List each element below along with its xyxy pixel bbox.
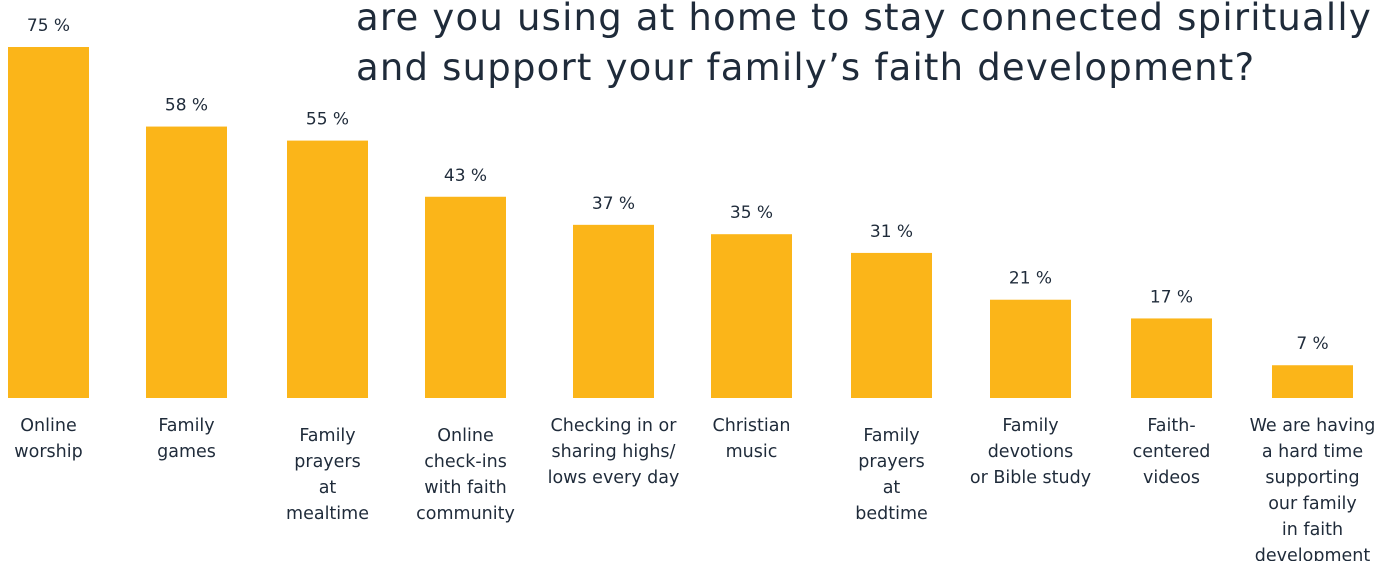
bar <box>425 196 506 398</box>
bar-value-label: 58 % <box>165 96 208 116</box>
bar <box>1272 365 1353 398</box>
bar <box>287 140 368 398</box>
category-label: Family prayers at mealtime <box>286 426 369 524</box>
chart-title-line: are you using at home to stay connected … <box>356 0 1372 39</box>
category-label-line: or Bible study <box>970 468 1091 488</box>
chart-title: are you using at home to stay connected … <box>356 0 1372 89</box>
bar <box>146 126 227 398</box>
category-label-line: check-ins <box>424 452 507 472</box>
category-label-line: prayers <box>294 452 360 472</box>
category-label: Checking in or sharing highs/lows every d… <box>548 416 680 488</box>
category-label-line: worship <box>14 442 82 462</box>
bar-value-label: 55 % <box>306 110 349 130</box>
category-label-line: Checking in or <box>551 416 678 436</box>
category-label-line: centered <box>1133 442 1211 462</box>
value-labels: 75 % 58 % 55 % 43 % 37 % 35 % 31 % 21 % 17 % 7 % <box>27 16 1329 354</box>
category-label: Family games <box>157 416 216 462</box>
bars <box>8 47 1353 398</box>
bar-value-label: 35 % <box>730 203 773 223</box>
category-label-line: Family <box>1002 416 1058 436</box>
bar <box>573 224 654 398</box>
bar-value-label: 37 % <box>592 194 635 214</box>
category-label-line: bedtime <box>855 504 928 524</box>
bar <box>1131 318 1212 398</box>
category-label: Online check-ins with faith community <box>416 426 515 524</box>
chart-title-line: and support your family’s faith developm… <box>356 46 1255 89</box>
category-label-line: Faith- <box>1147 416 1195 436</box>
category-label-line: prayers <box>858 452 924 472</box>
category-label: Family devotions or Bible study <box>970 416 1091 488</box>
category-label: Family prayers at bedtime <box>855 426 928 524</box>
category-label-line: a hard time <box>1262 442 1363 462</box>
category-label-line: at <box>319 478 337 498</box>
category-label-line: games <box>157 442 216 462</box>
category-label-line: supporting <box>1265 468 1359 488</box>
category-label-line: music <box>726 442 778 462</box>
category-label-line: Online <box>437 426 493 446</box>
category-label-line: videos <box>1143 468 1200 488</box>
bar-value-label: 43 % <box>444 166 487 186</box>
category-label-line: with faith <box>424 478 506 498</box>
category-label-line: Online <box>20 416 76 436</box>
bar-value-label: 75 % <box>27 16 70 36</box>
category-label-line: mealtime <box>286 504 369 524</box>
category-label-line: community <box>416 504 515 524</box>
category-label-line: development <box>1255 546 1371 561</box>
category-label-line: at <box>883 478 901 498</box>
bar-value-label: 31 % <box>870 222 913 242</box>
bar <box>711 234 792 398</box>
bar-value-label: 17 % <box>1150 287 1193 307</box>
bar <box>990 299 1071 398</box>
category-label: Faith-centered videos <box>1133 416 1211 488</box>
category-label-line: Family <box>863 426 919 446</box>
bar-value-label: 21 % <box>1009 269 1052 289</box>
category-label-line: Family <box>299 426 355 446</box>
category-label-line: We are having <box>1250 416 1376 436</box>
bar-value-label: 7 % <box>1296 334 1328 354</box>
category-label-line: Family <box>158 416 214 436</box>
category-label-line: in faith <box>1282 520 1343 540</box>
category-labels: Online worship Family games Family prayers at m… <box>14 416 1375 561</box>
category-label-line: devotions <box>988 442 1074 462</box>
category-label-line: Christian <box>712 416 790 436</box>
category-label: Online worship <box>14 416 82 462</box>
category-label: We are having a hard time supporting our fa… <box>1250 416 1376 561</box>
category-label: Christian music <box>712 416 790 462</box>
category-label-line: lows every day <box>548 468 680 488</box>
category-label-line: sharing highs/ <box>552 442 676 462</box>
category-label-line: our family <box>1268 494 1357 514</box>
bar <box>851 252 932 398</box>
bar <box>8 47 89 398</box>
